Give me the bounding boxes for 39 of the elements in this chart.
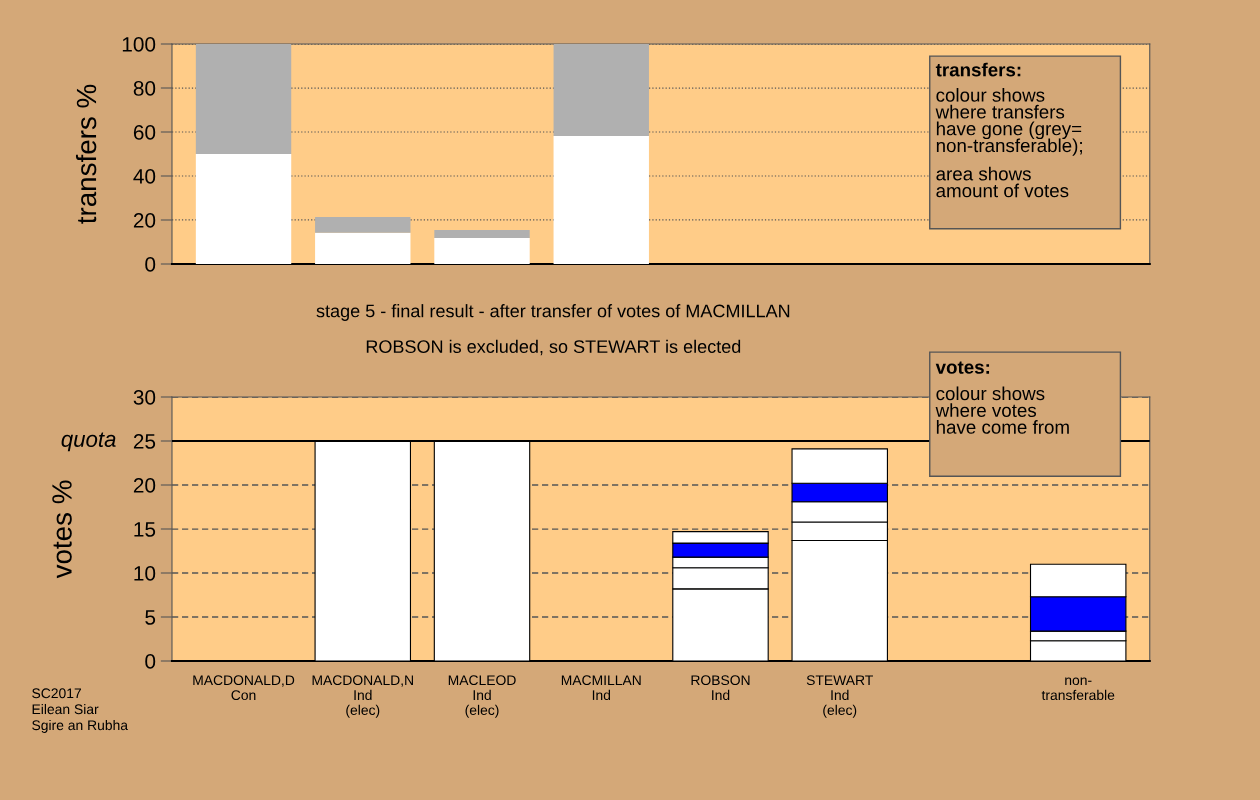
annotation: colour shows where transfers have gone (grey= non-transferable); <box>935 88 1082 156</box>
bar <box>553 44 649 136</box>
text: SC2017 Eilean Siar Sgire an Rubha <box>32 688 129 733</box>
bar <box>434 238 530 264</box>
ref-line-label: quota <box>61 432 116 452</box>
x-tick-label: ROBSON Ind <box>691 675 750 701</box>
bar <box>195 154 292 264</box>
bar <box>434 229 530 239</box>
annotation: colour shows where votes have come from <box>935 386 1069 434</box>
y-tick-label: 80 <box>133 81 156 96</box>
y-tick-label: 20 <box>133 478 156 493</box>
annotation: area shows amount of votes <box>936 166 1069 198</box>
y-axis-title: transfers % <box>75 84 97 224</box>
y-tick-label: 40 <box>133 169 156 184</box>
y-tick-label: 100 <box>122 37 156 52</box>
x-tick-label: MACDONALD,N Ind (elec) <box>312 675 413 718</box>
x-tick-label: STEWART Ind (elec) <box>806 675 873 718</box>
y-tick-label: 30 <box>133 390 156 405</box>
x-tick-label: MACLEOD Ind (elec) <box>448 675 516 718</box>
y-tick-label: 0 <box>145 654 156 669</box>
annotation: transfers: <box>935 62 1021 77</box>
x-tick-label: MACMILLAN Ind <box>561 675 641 701</box>
x-tick-label: non- transferable <box>1041 677 1115 701</box>
x-tick-label: MACDONALD,D Con <box>193 675 295 701</box>
bar <box>315 216 411 233</box>
chart-subtitle: ROBSON is excluded, so STEWART is elected <box>366 339 741 356</box>
chart-title: stage 5 - final result - after transfer of votes of MACMILLAN <box>316 304 790 321</box>
y-tick-label: 0 <box>145 257 156 272</box>
y-axis-title: votes % <box>52 480 72 579</box>
text: votes: <box>935 361 990 374</box>
bar <box>195 44 292 154</box>
bar <box>553 135 649 264</box>
y-tick-label: 60 <box>133 125 156 140</box>
bar <box>315 232 411 264</box>
y-tick-label: 20 <box>133 213 156 228</box>
y-tick-label: 10 <box>134 566 156 581</box>
y-tick-label: 5 <box>145 610 156 625</box>
y-tick-label: 25 <box>133 434 156 449</box>
y-tick-label: 15 <box>134 522 156 537</box>
